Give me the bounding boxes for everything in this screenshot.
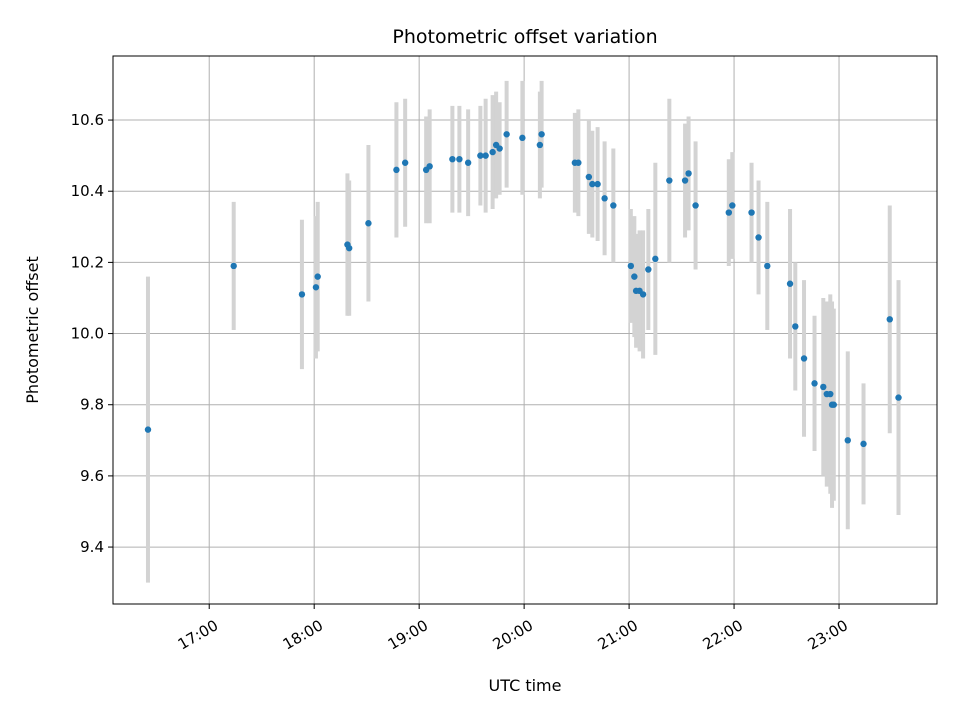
grid-layer xyxy=(113,56,937,604)
chart-title: Photometric offset variation xyxy=(392,26,657,48)
data-point xyxy=(830,401,837,408)
data-point xyxy=(298,291,306,298)
data-point xyxy=(496,145,503,152)
data-point xyxy=(393,166,400,174)
data-point xyxy=(786,280,794,287)
data-point xyxy=(464,159,472,166)
data-point xyxy=(755,234,762,241)
point-layer xyxy=(144,131,902,448)
y-axis-label: Photometric offset xyxy=(23,256,42,404)
data-point xyxy=(692,202,699,209)
data-point xyxy=(230,262,237,270)
data-point xyxy=(844,437,851,444)
data-point xyxy=(631,273,638,280)
data-point xyxy=(585,173,593,181)
data-point xyxy=(456,155,463,163)
data-point xyxy=(639,291,647,298)
data-point xyxy=(536,141,544,149)
data-point xyxy=(895,394,902,401)
data-point xyxy=(886,316,893,323)
data-point xyxy=(401,159,409,166)
data-point xyxy=(820,383,827,391)
data-point xyxy=(519,134,526,142)
data-point xyxy=(489,148,496,156)
data-point xyxy=(312,284,320,291)
data-point xyxy=(610,202,617,209)
data-point xyxy=(627,262,635,270)
y-tick-label: 9.4 xyxy=(80,538,104,556)
data-point xyxy=(666,177,673,184)
data-point xyxy=(589,180,596,188)
data-point xyxy=(426,163,433,170)
data-point xyxy=(681,177,689,184)
data-point xyxy=(314,273,321,280)
y-tick-label: 10.2 xyxy=(71,253,104,271)
plot-frame xyxy=(112,55,938,605)
data-point xyxy=(449,155,456,163)
data-point xyxy=(764,262,771,270)
data-point xyxy=(792,323,799,330)
data-point xyxy=(685,170,692,177)
data-point xyxy=(811,380,818,387)
y-tick-label: 10.0 xyxy=(71,325,104,343)
data-point xyxy=(800,355,808,362)
data-point xyxy=(503,131,510,138)
data-point xyxy=(482,152,489,159)
y-tick-label: 9.8 xyxy=(80,396,104,414)
data-point xyxy=(645,266,652,273)
data-point xyxy=(144,426,152,433)
data-point xyxy=(594,180,601,188)
data-point xyxy=(575,159,582,166)
data-point xyxy=(601,195,608,202)
x-axis-label: UTC time xyxy=(489,676,562,695)
y-tick-label: 10.6 xyxy=(71,111,104,129)
data-point xyxy=(860,440,867,448)
data-point xyxy=(729,202,736,209)
y-tick-label: 10.4 xyxy=(71,182,104,200)
data-point xyxy=(477,152,484,159)
y-tick-label: 9.6 xyxy=(80,467,104,485)
data-point xyxy=(652,255,659,263)
data-point xyxy=(827,390,834,398)
data-point xyxy=(365,220,372,227)
data-point xyxy=(748,209,755,216)
data-point xyxy=(725,209,733,216)
data-point xyxy=(538,131,545,138)
data-point xyxy=(345,244,353,252)
